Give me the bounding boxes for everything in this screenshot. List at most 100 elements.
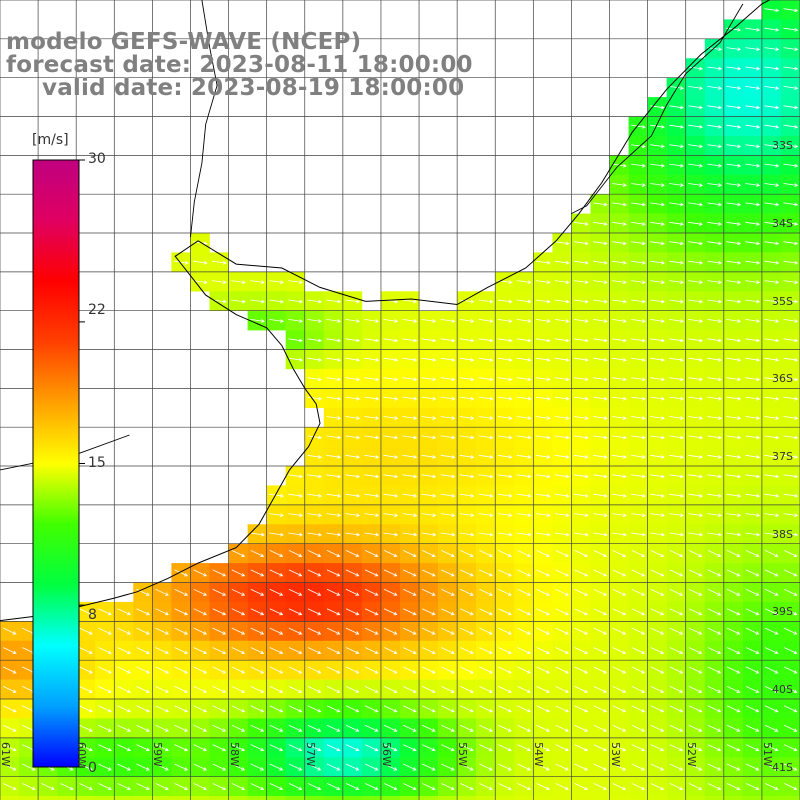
wind-arrow — [364, 705, 379, 713]
wind-arrow — [631, 493, 646, 498]
wind-arrow — [136, 627, 150, 635]
wind-arrow — [631, 783, 646, 790]
wind-arrow — [517, 588, 531, 596]
wind-speed-cell — [209, 796, 229, 800]
wind-arrow — [288, 357, 304, 362]
wind-arrow — [593, 241, 608, 246]
wind-arrow — [745, 163, 761, 168]
wind-arrow — [459, 454, 475, 459]
wind-arrow — [669, 686, 684, 693]
wind-arrow — [383, 435, 399, 440]
wind-arrow — [707, 435, 723, 440]
wind-arrow — [193, 783, 208, 790]
wind-arrow — [479, 686, 493, 693]
wind-arrow — [155, 724, 169, 732]
wind-arrow — [441, 608, 455, 616]
wind-arrow — [288, 724, 303, 732]
wind-arrow — [231, 608, 246, 616]
wind-arrow — [60, 783, 74, 790]
wind-arrow — [631, 416, 646, 420]
longitude-label: 56W — [379, 742, 393, 767]
wind-arrow — [136, 647, 150, 654]
wind-arrow — [345, 416, 361, 420]
wind-arrow — [726, 357, 742, 362]
wind-arrow — [707, 299, 723, 304]
wind-arrow — [364, 686, 379, 693]
wind-arrow — [326, 569, 341, 577]
wind-arrow — [422, 550, 436, 557]
latitude-label: 39S — [772, 605, 793, 619]
wind-arrow — [422, 608, 436, 616]
wind-arrow — [231, 569, 246, 577]
wind-arrow — [326, 513, 342, 518]
wind-arrow — [726, 260, 742, 265]
wind-arrow — [402, 416, 418, 420]
wind-arrow — [650, 532, 665, 537]
wind-arrow — [345, 396, 361, 401]
wind-arrow — [688, 377, 704, 382]
wind-arrow — [231, 627, 246, 635]
wind-arrow — [631, 435, 646, 440]
wind-arrow — [574, 550, 589, 557]
wind-arrow — [497, 338, 513, 343]
wind-arrow — [764, 513, 780, 518]
wind-arrow — [593, 588, 608, 596]
wind-arrow — [193, 569, 208, 577]
wind-arrow — [688, 260, 704, 265]
wind-arrow — [536, 744, 550, 752]
wind-arrow — [98, 686, 112, 693]
wind-arrow — [536, 627, 550, 635]
wind-arrow — [479, 647, 493, 654]
wind-arrow — [79, 724, 93, 732]
wind-arrow — [498, 705, 512, 713]
wind-arrow — [193, 647, 208, 654]
wind-arrow — [212, 627, 227, 635]
latitude-label: 37S — [772, 450, 793, 464]
wind-arrow — [612, 319, 627, 323]
wind-arrow — [345, 724, 360, 732]
wind-arrow — [212, 686, 227, 693]
wind-arrow — [136, 666, 150, 674]
wind-arrow — [98, 783, 112, 790]
wind-arrow — [555, 627, 569, 635]
wind-arrow — [326, 763, 341, 771]
wind-arrow — [650, 357, 665, 362]
wind-arrow — [669, 124, 684, 129]
wind-arrow — [726, 396, 742, 401]
wind-arrow — [631, 280, 646, 285]
wind-arrow — [383, 493, 399, 498]
wind-speed-cell — [285, 796, 305, 800]
wind-arrow — [688, 474, 704, 479]
wind-arrow — [745, 647, 760, 654]
wind-arrow — [726, 724, 741, 732]
wind-arrow — [478, 377, 494, 382]
wind-arrow — [497, 493, 513, 498]
wind-arrow — [383, 763, 398, 771]
wind-arrow — [650, 705, 665, 713]
wind-arrow — [326, 588, 341, 596]
wind-arrow — [764, 569, 779, 577]
wind-arrow — [650, 493, 665, 498]
wind-arrow — [745, 124, 761, 129]
wind-arrow — [783, 202, 799, 207]
wind-arrow — [364, 416, 380, 420]
wind-arrow — [554, 377, 570, 382]
wind-arrow — [745, 105, 761, 110]
wind-arrow — [402, 474, 418, 479]
wind-arrow — [478, 454, 494, 459]
wind-arrow — [707, 357, 723, 362]
wind-arrow — [516, 416, 532, 420]
wind-arrow — [669, 163, 684, 168]
wind-arrow — [631, 744, 646, 752]
wind-arrow — [269, 724, 284, 732]
wind-arrow — [136, 705, 150, 713]
wind-speed-cell — [400, 796, 420, 800]
wind-arrow — [174, 763, 189, 771]
wind-arrow — [612, 705, 627, 713]
wind-arrow — [554, 280, 570, 285]
wind-arrow — [688, 532, 704, 537]
wind-arrow — [516, 493, 532, 498]
wind-arrow — [555, 588, 569, 596]
wind-arrow — [745, 493, 761, 498]
wind-arrow — [650, 647, 665, 654]
